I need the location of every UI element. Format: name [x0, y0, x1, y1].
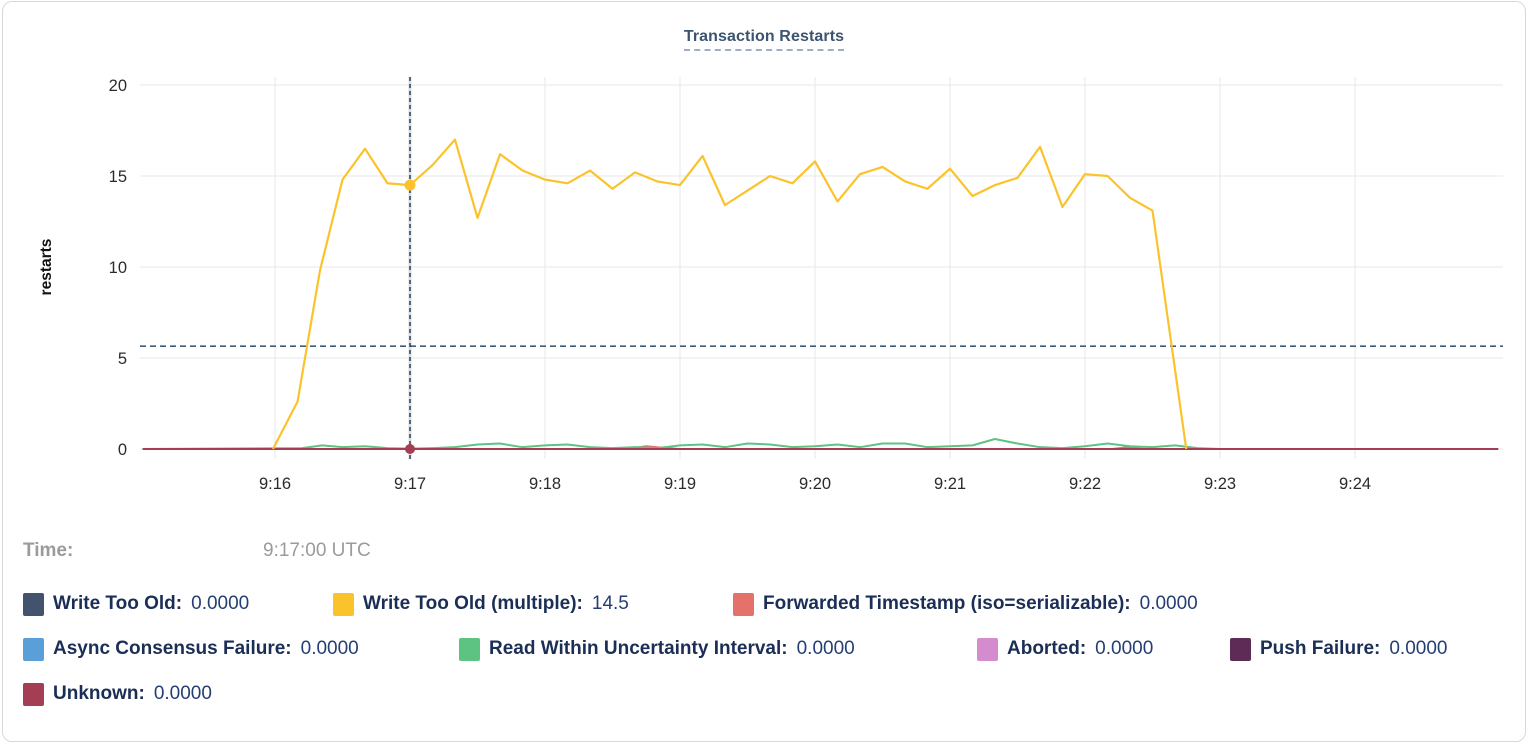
y-tick-label: 0: [118, 441, 127, 459]
legend-label: Async Consensus Failure:: [53, 638, 292, 659]
legend-item-forwarded-timestamp-iso-serializable: Forwarded Timestamp (iso=serializable): 0…: [733, 592, 1198, 616]
y-tick-label: 15: [109, 168, 127, 186]
legend-label: Push Failure:: [1260, 638, 1381, 659]
legend-value: 0.0000: [796, 638, 855, 659]
legend-value: 14.5: [591, 593, 629, 614]
time-readout-value: 9:17:00 UTC: [263, 540, 371, 561]
x-tick-label: 9:16: [259, 475, 291, 493]
crosshair-dot-unknown: [405, 444, 415, 454]
legend-swatch: [1230, 637, 1251, 661]
legend-row: Write Too Old: 0.0000 Write Too Old (multi…: [23, 591, 1198, 617]
legend-item-unknown: Unknown: 0.0000: [23, 682, 212, 706]
chart-plot-area[interactable]: 0 5 10 15 20 9:16 9:17 9:18 9:19 9:20 9:21 9:22 9:23…: [3, 2, 1528, 527]
legend-swatch: [459, 637, 480, 661]
legend-value: 0.0000: [1095, 638, 1154, 659]
legend-value: 0.0000: [300, 638, 359, 659]
legend-label: Forwarded Timestamp (iso=serializable):: [763, 593, 1131, 614]
legend-row: Unknown: 0.0000: [23, 681, 212, 707]
legend-item-async-consensus-failure: Async Consensus Failure: 0.0000: [23, 637, 459, 661]
legend-value: 0.0000: [1139, 593, 1198, 614]
legend-label: Write Too Old (multiple):: [363, 593, 583, 614]
x-tick-label: 9:22: [1069, 475, 1101, 493]
legend-swatch: [977, 637, 998, 661]
legend-value: 0.0000: [1389, 638, 1448, 659]
legend-swatch: [733, 592, 754, 616]
chart-title-wrap: Transaction Restarts: [3, 28, 1525, 51]
y-tick-label: 20: [109, 77, 127, 95]
legend-item-push-failure: Push Failure: 0.0000: [1230, 637, 1448, 661]
legend-item-write-too-old: Write Too Old: 0.0000: [23, 592, 333, 616]
y-tick-label: 10: [109, 259, 127, 277]
series-line-write-too-old-multiple-: [271, 138, 1188, 450]
time-readout-label: Time:: [23, 540, 74, 561]
legend-swatch: [333, 592, 354, 616]
legend-label: Read Within Uncertainty Interval:: [489, 638, 788, 659]
legend-item-read-within-uncertainty-interval: Read Within Uncertainty Interval: 0.0000: [459, 637, 977, 661]
x-tick-label: 9:24: [1339, 475, 1371, 493]
chart-title[interactable]: Transaction Restarts: [683, 28, 845, 51]
x-tick-label: 9:20: [799, 475, 831, 493]
legend-label: Aborted:: [1007, 638, 1087, 659]
x-tick-label: 9:23: [1204, 475, 1236, 493]
legend-swatch: [23, 637, 44, 661]
x-tick-label: 9:18: [529, 475, 561, 493]
legend-value: 0.0000: [153, 683, 212, 704]
legend-value: 0.0000: [191, 593, 250, 614]
crosshair-dot-write-too-old-multiple-: [404, 179, 416, 191]
legend-swatch: [23, 592, 44, 616]
y-axis-label: restarts: [38, 239, 55, 296]
legend-row: Async Consensus Failure: 0.0000 Read Withi…: [23, 636, 1447, 662]
x-tick-label: 9:17: [394, 475, 426, 493]
hover-time-readout: Time: 9:17:00 UTC: [23, 540, 371, 562]
series-line-read-within-uncertainty-interval: [142, 437, 1499, 450]
x-tick-label: 9:19: [664, 475, 696, 493]
y-tick-label: 5: [118, 350, 127, 368]
x-tick-label: 9:21: [934, 475, 966, 493]
legend-item-write-too-old-multiple: Write Too Old (multiple): 14.5: [333, 592, 733, 616]
legend-swatch: [23, 682, 44, 706]
legend-label: Unknown:: [53, 683, 145, 704]
legend-label: Write Too Old:: [53, 593, 183, 614]
legend-item-aborted: Aborted: 0.0000: [977, 637, 1230, 661]
